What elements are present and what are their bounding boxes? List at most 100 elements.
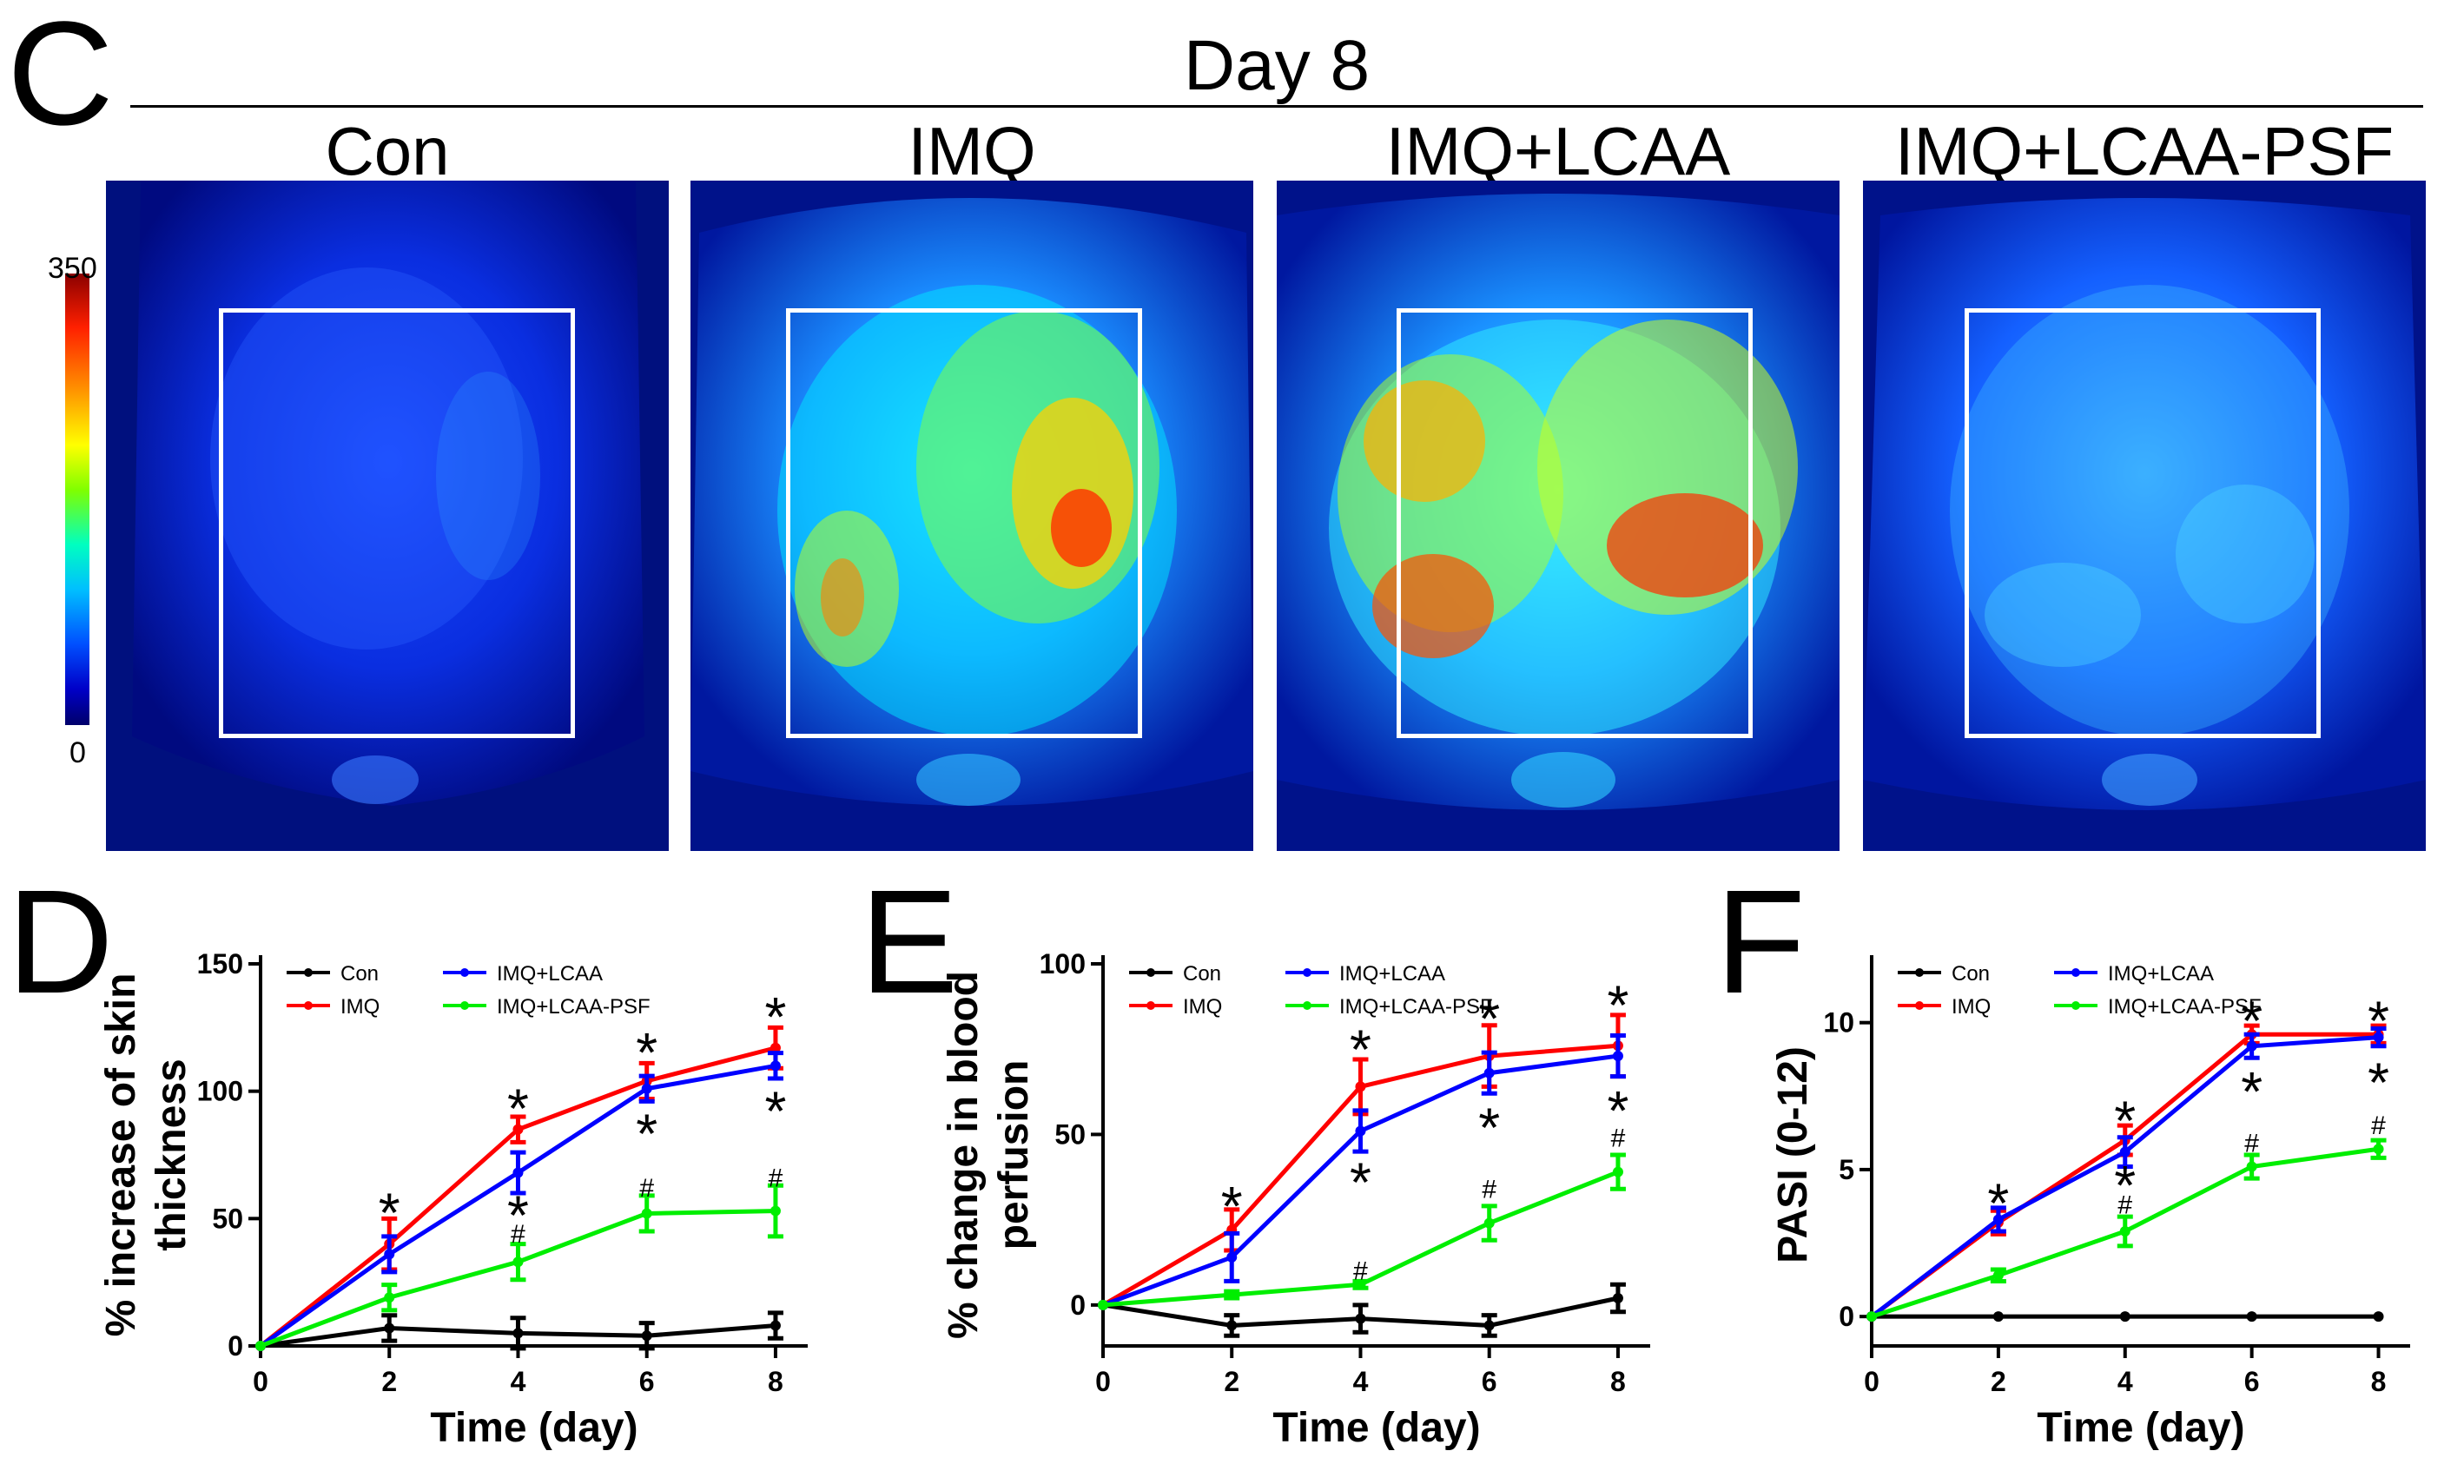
- data-point-imq-lcaa-psf: [1866, 1311, 1877, 1322]
- roi-box-imq-lcaa-psf: [1965, 308, 2321, 738]
- y-axis-title: thickness: [149, 1059, 195, 1250]
- data-point-con: [1992, 1311, 2004, 1322]
- panel-label-c: C: [7, 0, 114, 156]
- y-axis-title: perfusion: [991, 1060, 1037, 1250]
- color-scale-min: 0: [69, 736, 86, 769]
- significance-star: *: [1607, 973, 1628, 1036]
- data-point-imq-lcaa-psf: [2246, 1161, 2257, 1172]
- data-point-con: [770, 1320, 781, 1331]
- y-tick-label: 150: [197, 948, 243, 979]
- significance-star: *: [2114, 1154, 2136, 1217]
- data-point-con: [2246, 1311, 2257, 1322]
- significance-hash: #: [511, 1220, 525, 1249]
- color-scale-bar: [65, 274, 89, 725]
- significance-star: *: [2368, 990, 2389, 1052]
- legend-label-con: Con: [1183, 962, 1221, 986]
- legend-marker-imq: [304, 1001, 313, 1010]
- image-label-con: Con: [325, 113, 450, 189]
- significance-star: *: [636, 1103, 657, 1165]
- x-tick-label: 4: [2117, 1366, 2133, 1397]
- data-point-con: [2119, 1311, 2130, 1322]
- x-tick-label: 6: [639, 1366, 655, 1397]
- data-point-imq: [512, 1124, 524, 1135]
- significance-hash: #: [769, 1164, 783, 1192]
- legend-label-imq-lcaa: IMQ+LCAA: [2108, 962, 2214, 986]
- data-point-imq-lcaa-psf: [1483, 1217, 1495, 1229]
- legend-marker-imq-lcaa-psf: [460, 1001, 469, 1010]
- significance-star: *: [507, 1077, 529, 1139]
- legend-label-imq: IMQ: [1952, 995, 1991, 1019]
- image-label-imq-lcaa-psf: IMQ+LCAA-PSF: [1894, 113, 2395, 189]
- legend-marker-imq-lcaa: [2071, 968, 2080, 977]
- data-point-con: [1612, 1293, 1623, 1303]
- legend-marker-imq-lcaa-psf: [1303, 1001, 1311, 1010]
- data-point-imq-lcaa-psf: [1098, 1299, 1108, 1310]
- y-tick-label: 50: [212, 1203, 243, 1234]
- data-point-con: [641, 1330, 652, 1342]
- significance-star: *: [1478, 1097, 1500, 1159]
- legend-label-imq-lcaa: IMQ+LCAA: [497, 962, 603, 986]
- significance-star: *: [764, 986, 786, 1048]
- significance-star: *: [1350, 1018, 1371, 1080]
- panel-label-e: E: [860, 860, 959, 1025]
- y-tick-label: 0: [228, 1330, 243, 1362]
- heading-rule: [130, 105, 2423, 108]
- significance-star: *: [1607, 1079, 1628, 1142]
- roi-box-con: [219, 308, 575, 738]
- chart-pasi: 0 5 10 0 2 4 6 8 Time (day) PASI (0-12) Con IMQ IMQ+…: [1770, 894, 2464, 1484]
- significance-star: *: [2241, 990, 2263, 1052]
- x-tick-label: 0: [1864, 1366, 1879, 1397]
- x-tick-label: 6: [1482, 1366, 1497, 1397]
- data-point-con: [1226, 1320, 1238, 1331]
- y-tick-label: 10: [1823, 1007, 1854, 1039]
- data-point-imq-lcaa: [1483, 1067, 1495, 1078]
- x-axis-title: Time (day): [1272, 1405, 1480, 1451]
- x-axis-title: Time (day): [2037, 1405, 2244, 1451]
- legend-label-imq-lcaa-psf: IMQ+LCAA-PSF: [2108, 995, 2262, 1019]
- legend-label-con: Con: [1952, 962, 1990, 986]
- data-point-imq-lcaa: [1355, 1125, 1366, 1137]
- x-tick-label: 0: [253, 1366, 268, 1397]
- data-point-imq-lcaa: [2246, 1040, 2257, 1052]
- data-point-imq-lcaa-psf: [2119, 1226, 2130, 1237]
- image-label-imq-lcaa: IMQ+LCAA: [1385, 113, 1731, 189]
- data-point-con: [512, 1328, 524, 1339]
- significance-star: *: [1478, 987, 1500, 1050]
- data-point-imq-lcaa: [2119, 1146, 2130, 1158]
- x-tick-label: 8: [2371, 1366, 2387, 1397]
- significance-hash: #: [2371, 1111, 2386, 1140]
- legend-marker-imq-lcaa-psf: [2071, 1001, 2080, 1010]
- y-tick-label: 100: [1040, 948, 1086, 979]
- data-point-con: [1355, 1313, 1366, 1324]
- x-tick-label: 2: [1224, 1366, 1239, 1397]
- data-point-imq-lcaa: [1612, 1051, 1623, 1062]
- image-label-imq: IMQ: [908, 113, 1036, 189]
- data-point-imq-lcaa: [1226, 1251, 1238, 1263]
- x-tick-label: 2: [1991, 1366, 2006, 1397]
- data-point-imq-lcaa: [641, 1083, 652, 1094]
- y-tick-label: 5: [1839, 1154, 1854, 1185]
- data-point-imq-lcaa-psf: [641, 1208, 652, 1219]
- legend-label-imq: IMQ: [340, 995, 380, 1019]
- significance-hash: #: [1353, 1257, 1368, 1286]
- data-point-imq-lcaa: [512, 1167, 524, 1178]
- x-tick-label: 8: [1610, 1366, 1626, 1397]
- legend-label-imq: IMQ: [1183, 995, 1222, 1019]
- data-point-imq-lcaa-psf: [1355, 1279, 1366, 1290]
- x-tick-label: 4: [1353, 1366, 1369, 1397]
- perfusion-image-con: [106, 181, 669, 851]
- y-axis-title: % change in blood: [941, 971, 987, 1339]
- significance-star: *: [2368, 1052, 2389, 1114]
- y-tick-label: 100: [197, 1076, 243, 1107]
- data-point-con: [2373, 1311, 2384, 1322]
- y-tick-label: 0: [1070, 1289, 1086, 1321]
- data-point-imq-lcaa-psf: [384, 1292, 395, 1303]
- significance-star: *: [379, 1182, 400, 1244]
- data-point-con: [1483, 1320, 1495, 1331]
- y-axis-title: PASI (0-12): [1770, 1046, 1816, 1263]
- data-point-imq-lcaa-psf: [2373, 1144, 2384, 1155]
- roi-box-imq: [786, 308, 1142, 738]
- data-point-imq-lcaa: [1992, 1214, 2004, 1225]
- significance-star: *: [636, 1021, 657, 1084]
- data-point-imq-lcaa: [770, 1060, 781, 1072]
